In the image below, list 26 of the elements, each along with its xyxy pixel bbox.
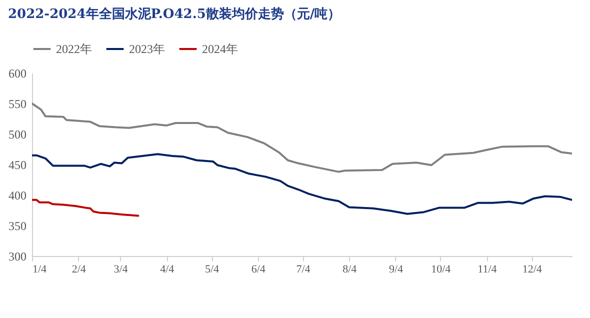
line-series <box>32 102 572 173</box>
legend-label: 2023年 <box>129 42 165 56</box>
y-tick-label: 450 <box>8 158 26 172</box>
y-tick-label: 400 <box>8 188 26 202</box>
x-tick-label: 7/4 <box>296 264 311 276</box>
legend-label: 2024年 <box>202 42 238 56</box>
x-tick-label: 6/4 <box>251 264 266 276</box>
y-tick-label: 550 <box>8 97 26 111</box>
x-tick-label: 3/4 <box>114 264 128 276</box>
x-tick-label: 10/4 <box>431 264 452 276</box>
line-series <box>32 153 572 215</box>
chart-title: 2022-2024年全国水泥P.O42.5散装均价走势（元/吨） <box>8 6 341 22</box>
legend-label: 2022年 <box>56 42 92 56</box>
x-tick-label: 5/4 <box>204 264 220 276</box>
x-tick-label: 9/4 <box>388 264 404 276</box>
y-tick-label: 350 <box>8 219 26 233</box>
x-tick-label: 4/4 <box>160 264 175 276</box>
y-tick-label: 500 <box>8 128 26 142</box>
y-tick-label: 300 <box>8 250 26 264</box>
x-tick-label: 1/4 <box>32 264 48 276</box>
line-series <box>32 198 140 217</box>
x-tick-label: 8/4 <box>342 264 358 276</box>
x-tick-label: 12/4 <box>522 264 542 276</box>
x-tick-label: 11/4 <box>478 264 498 276</box>
x-tick-label: 2/4 <box>72 264 86 276</box>
y-tick-label: 600 <box>8 66 26 80</box>
